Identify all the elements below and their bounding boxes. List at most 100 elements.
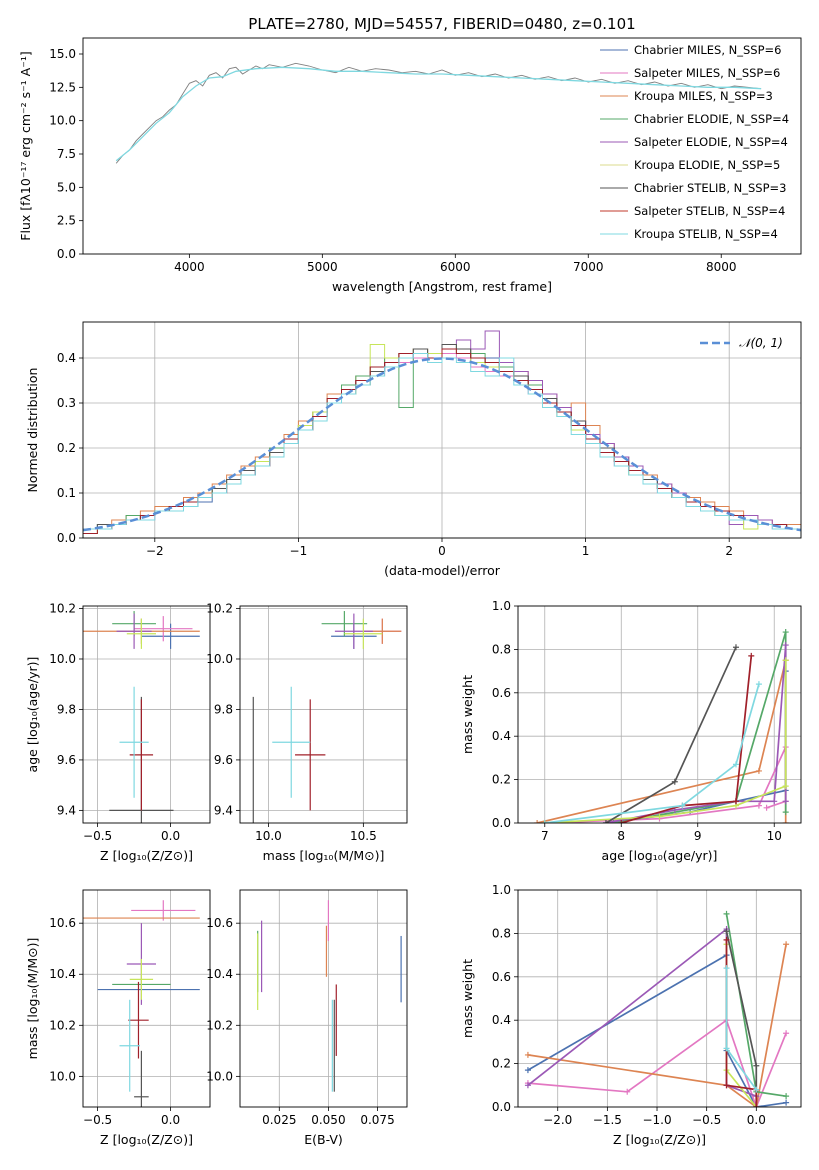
- chart-title: PLATE=2780, MJD=54557, FIBERID=0480, z=0…: [248, 15, 635, 33]
- point-marker: [783, 1099, 790, 1106]
- y-tick-label: 10.0: [206, 1069, 233, 1083]
- point-marker: [656, 813, 663, 820]
- y-tick-label: 10.4: [49, 967, 76, 981]
- point-marker: [723, 1082, 730, 1089]
- x-tick-label: −1: [290, 544, 308, 558]
- legend-label: Chabrier ELODIE, N_SSP=4: [634, 112, 789, 126]
- x-tick-label: 0.025: [262, 1113, 296, 1127]
- x-tick-label: 8000: [706, 260, 737, 274]
- weight-line: [725, 939, 758, 1107]
- panel-4: 10.0 10.5 9.4 9.6 9.8 10.0 10.2 mass [log₁₀(M/M…: [206, 602, 408, 863]
- point-marker: [534, 820, 541, 823]
- plot-area: [524, 910, 790, 1107]
- y-tick-label: 0.4: [492, 1013, 511, 1027]
- x-tick-label: 0.0: [161, 1113, 180, 1127]
- point-marker: [723, 1045, 730, 1052]
- y-axis-label: mass weight: [460, 959, 475, 1038]
- point-marker: [783, 1030, 790, 1037]
- x-tick-label: 0.0: [747, 1113, 766, 1127]
- point-marker: [755, 681, 762, 688]
- point-marker: [783, 941, 790, 948]
- legend-label: 𝒩(0, 1): [739, 336, 783, 350]
- y-tick-label: 0.6: [492, 686, 511, 700]
- plot-area: [534, 629, 789, 823]
- point-marker: [524, 1051, 531, 1058]
- point-marker: [732, 761, 739, 768]
- y-tick-label: 2.5: [57, 214, 76, 228]
- panel-2: −2 −1 0 1 2 0.0 0.1 0.2 0.3 0.4 (data-model)/error…: [25, 321, 802, 578]
- axes-frame: [517, 605, 802, 824]
- y-tick-label: 10.0: [49, 652, 76, 666]
- x-tick-label: 6000: [440, 260, 471, 274]
- point-marker: [732, 798, 739, 805]
- y-tick-label: 10.6: [49, 916, 76, 930]
- point-marker: [524, 1067, 531, 1074]
- x-axis-label: Z [log₁₀(Z/Z⊙)]: [100, 1132, 193, 1147]
- y-tick-label: 9.8: [214, 702, 233, 716]
- plot-area: [252, 611, 402, 823]
- y-tick-label: 0.4: [492, 729, 511, 743]
- x-axis-label: E(B-V): [304, 1132, 343, 1147]
- weight-line: [527, 944, 787, 1107]
- y-tick-label: 9.6: [57, 753, 76, 767]
- y-tick-label: 9.4: [214, 803, 233, 817]
- legend-label: Kroupa MILES, N_SSP=3: [634, 89, 773, 103]
- y-tick-label: 0.2: [492, 1057, 511, 1071]
- x-tick-label: 7: [541, 829, 549, 843]
- point-marker: [782, 629, 789, 636]
- y-tick-label: 5.0: [57, 180, 76, 194]
- legend-label: Chabrier STELIB, N_SSP=3: [634, 181, 786, 195]
- y-tick-label: 0.0: [57, 531, 76, 545]
- point-marker: [782, 657, 789, 664]
- panel-7: 0.025 0.050 0.075 10.0 10.2 10.4 10.6 E(B-V): [206, 889, 408, 1147]
- y-tick-label: 0.0: [492, 816, 511, 830]
- panel-5: 7 8 9 10 0.0 0.2 0.4 0.6 0.8 1.0 age [log₁₀(age/yr…: [460, 599, 802, 863]
- point-marker: [723, 928, 730, 935]
- y-tick-label: 0.6: [492, 970, 511, 984]
- panel-8: −2.0 −1.5 −1.0 −0.5 0.0 0.0 0.2 0.4 0.6 0.8 1.0 Z […: [460, 883, 802, 1147]
- panel-3: −0.5 0.0 9.4 9.6 9.8 10.0 10.2 Z [log₁₀(Z/Z⊙)] a…: [25, 602, 211, 863]
- gaussian-curve: [83, 357, 801, 532]
- point-marker: [755, 802, 762, 809]
- y-tick-label: 10.0: [49, 114, 76, 128]
- y-tick-label: 10.6: [206, 916, 233, 930]
- y-tick-label: 15.0: [49, 47, 76, 61]
- x-tick-label: 0: [438, 544, 446, 558]
- x-tick-label: 0.0: [161, 829, 180, 843]
- y-axis-label: mass [log₁₀(M/M⊙)]: [25, 938, 40, 1060]
- point-marker: [723, 936, 730, 943]
- x-tick-label: 9: [694, 829, 702, 843]
- x-tick-label: 0.075: [360, 1113, 394, 1127]
- point-marker: [771, 798, 778, 805]
- point-marker: [602, 820, 609, 823]
- axes-frame: [82, 37, 802, 255]
- y-axis-label: age [log₁₀(age/yr)]: [25, 657, 40, 773]
- x-tick-label: 5000: [307, 260, 338, 274]
- axes-frame: [239, 889, 408, 1108]
- legend-label: Salpeter MILES, N_SSP=6: [634, 66, 780, 80]
- point-marker: [723, 910, 730, 917]
- axes-frame: [239, 605, 408, 824]
- y-tick-label: 0.0: [57, 247, 76, 261]
- point-marker: [753, 1104, 760, 1107]
- point-marker: [753, 1086, 760, 1093]
- point-marker: [671, 778, 678, 785]
- point-marker: [679, 802, 686, 809]
- y-tick-label: 0.8: [492, 926, 511, 940]
- x-tick-label: −1.0: [642, 1113, 671, 1127]
- point-marker: [782, 809, 789, 816]
- plot-area: [257, 900, 402, 1092]
- x-tick-label: 1: [582, 544, 590, 558]
- x-tick-label: −0.5: [83, 1113, 112, 1127]
- axes-frame: [82, 605, 211, 824]
- y-tick-label: 12.5: [49, 80, 76, 94]
- weight-line: [605, 646, 737, 823]
- y-tick-label: 10.2: [206, 1018, 233, 1032]
- point-marker: [782, 642, 789, 649]
- weight-line: [544, 746, 787, 823]
- x-tick-label: 4000: [174, 260, 205, 274]
- plot-area: [83, 900, 200, 1107]
- point-marker: [524, 1082, 531, 1089]
- legend-label: Kroupa ELODIE, N_SSP=5: [634, 158, 780, 172]
